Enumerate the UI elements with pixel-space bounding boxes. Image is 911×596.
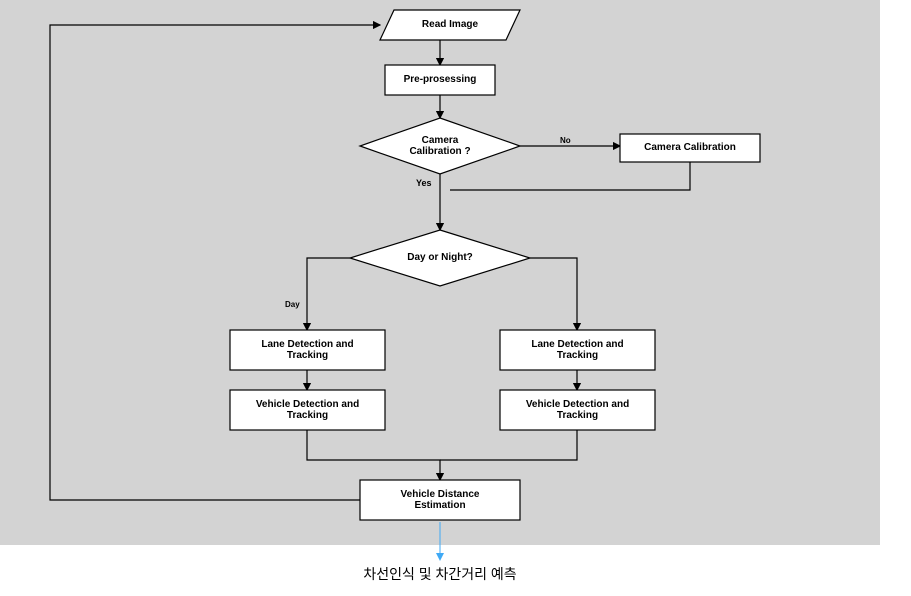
edge-label-yes: Yes [416, 178, 432, 188]
node-label-camera_calibration: Camera Calibration [620, 134, 760, 162]
node-label-read_image: Read Image [380, 10, 520, 40]
edge-label-day: Day [285, 300, 300, 309]
node-label-day_night_q: Day or Night? [350, 230, 530, 286]
edge-6 [530, 258, 577, 330]
node-label-veh_right: Vehicle Detection and Tracking [500, 390, 655, 430]
node-label-camera_q: Camera Calibration ? [360, 118, 520, 174]
edge-10 [440, 430, 577, 460]
edge-9 [307, 430, 440, 480]
node-label-lane_right: Lane Detection and Tracking [500, 330, 655, 370]
node-label-distance: Vehicle Distance Estimation [360, 480, 520, 520]
node-label-lane_left: Lane Detection and Tracking [230, 330, 385, 370]
node-label-pre_processing: Pre-prosessing [385, 65, 495, 95]
edge-label-no: No [560, 136, 571, 145]
edge-5 [307, 258, 350, 330]
node-label-veh_left: Vehicle Detection and Tracking [230, 390, 385, 430]
caption-text: 차선인식 및 차간거리 예측 [310, 564, 570, 584]
